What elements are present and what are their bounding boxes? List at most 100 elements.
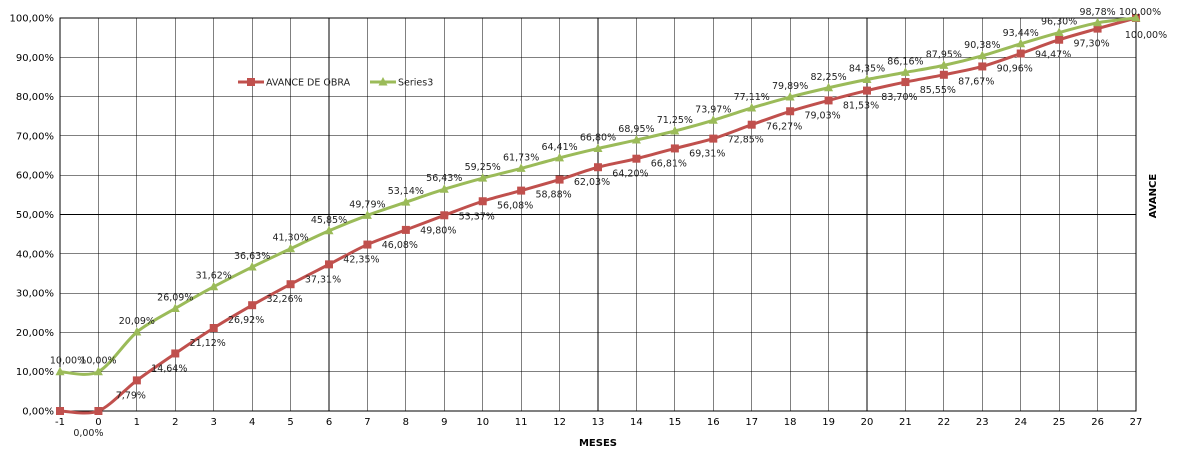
data-point <box>170 303 180 312</box>
data-label: 10,00% <box>80 356 116 367</box>
x-tick-label: 27 <box>1130 417 1143 428</box>
grid <box>59 17 1137 412</box>
data-point <box>708 115 718 124</box>
y-axis-tick-labels: 0,00% 10,00% 20,00% 30,00% 40,00% 50,00% 60,00… <box>10 14 55 418</box>
data-point <box>555 175 564 184</box>
data-point <box>747 102 757 112</box>
data-point <box>209 323 218 332</box>
legend-label: AVANCE DE OBRA <box>266 78 351 89</box>
x-tick-label: 23 <box>976 417 989 428</box>
data-point <box>516 163 526 172</box>
data-label: 98,78% <box>1079 7 1115 18</box>
data-label: 81,53% <box>843 101 879 112</box>
data-label: 36,63% <box>234 251 270 262</box>
series-lines <box>55 13 1141 415</box>
x-tick-label: 12 <box>553 417 566 428</box>
y-axis-title: AVANCE <box>1148 174 1159 219</box>
data-point <box>56 407 64 415</box>
data-label: 84,35% <box>849 64 885 75</box>
data-label: 58,88% <box>535 190 571 201</box>
data-label: 71,25% <box>657 115 693 126</box>
x-tick-label: 16 <box>707 417 720 428</box>
data-point <box>325 260 333 269</box>
x-tick-label: 2 <box>172 417 178 428</box>
x-tick-label: 25 <box>1053 417 1066 428</box>
data-label: 93,44% <box>1003 28 1039 39</box>
data-label: 66,80% <box>580 132 616 143</box>
data-point <box>900 67 910 76</box>
x-tick-label: 10 <box>476 417 489 428</box>
data-point <box>517 186 526 195</box>
data-label: 94,47% <box>1035 50 1071 61</box>
data-label: 0,00% <box>73 428 103 439</box>
data-point <box>171 349 180 358</box>
data-label: 26,92% <box>228 315 264 326</box>
data-point <box>324 225 334 235</box>
data-point <box>901 78 910 87</box>
data-point <box>939 60 949 69</box>
data-label: 73,97% <box>695 104 731 115</box>
data-point <box>786 107 795 116</box>
data-label: 96,30% <box>1041 17 1077 28</box>
data-point <box>132 376 141 385</box>
data-label: 83,70% <box>881 92 917 103</box>
data-point <box>670 144 679 153</box>
legend-item-series3: Series3 <box>370 77 433 89</box>
x-tick-label: 8 <box>403 417 409 428</box>
y-tick-label: 40,00% <box>16 249 54 260</box>
data-label: 37,31% <box>305 274 341 285</box>
y-tick-label: 70,00% <box>16 131 54 142</box>
data-labels: 0,00% 7,79% 14,64% 21,12% 26,92%32,26%37,31%… <box>50 7 1167 439</box>
data-label: 26,09% <box>157 292 193 303</box>
data-label: 97,30% <box>1073 39 1109 50</box>
x-tick-label: 15 <box>668 417 681 428</box>
x-tick-label: 5 <box>287 417 293 428</box>
data-point <box>1054 27 1064 37</box>
data-point <box>94 407 103 415</box>
data-point <box>785 92 795 101</box>
data-label: 10,00% <box>50 356 86 367</box>
data-label: 14,64% <box>151 363 187 374</box>
data-label: 32,26% <box>266 294 302 305</box>
series-series3 <box>55 13 1141 376</box>
x-tick-label: 18 <box>784 417 797 428</box>
data-label: 49,80% <box>420 225 456 236</box>
x-tick-label: 26 <box>1091 417 1104 428</box>
data-point <box>863 86 871 95</box>
data-label: 53,37% <box>459 211 495 222</box>
x-tick-label: 21 <box>899 417 912 428</box>
y-tick-label: 10,00% <box>16 367 54 378</box>
data-label: 69,31% <box>689 149 725 160</box>
data-point <box>132 327 142 336</box>
data-point <box>555 152 565 162</box>
data-point <box>824 96 833 105</box>
data-point <box>209 281 219 291</box>
data-label: 90,96% <box>997 64 1033 75</box>
data-point <box>824 82 834 92</box>
data-label: 49,79% <box>349 199 385 210</box>
data-label: 21,12% <box>190 338 226 349</box>
data-label: 100,00% <box>1125 30 1167 41</box>
x-tick-label: -1 <box>55 417 65 428</box>
data-point <box>248 301 257 310</box>
data-label: 76,27% <box>766 121 802 132</box>
data-label: 56,43% <box>426 173 462 184</box>
x-tick-label: 17 <box>745 417 758 428</box>
data-label: 62,03% <box>574 177 610 188</box>
data-label: 56,08% <box>497 201 533 212</box>
x-tick-label: 24 <box>1014 417 1027 428</box>
x-tick-label: 14 <box>630 417 643 428</box>
data-point <box>286 280 295 289</box>
data-point <box>709 134 718 143</box>
data-point <box>401 225 410 234</box>
x-tick-label: 9 <box>441 417 447 428</box>
x-tick-label: 1 <box>134 417 140 428</box>
series-avance-de-obra <box>56 14 1140 415</box>
data-point <box>55 366 65 376</box>
data-label: 87,67% <box>958 76 994 87</box>
data-point <box>939 70 948 79</box>
data-point <box>632 154 641 163</box>
y-tick-label: 90,00% <box>16 53 54 64</box>
data-label: 45,85% <box>311 215 347 226</box>
